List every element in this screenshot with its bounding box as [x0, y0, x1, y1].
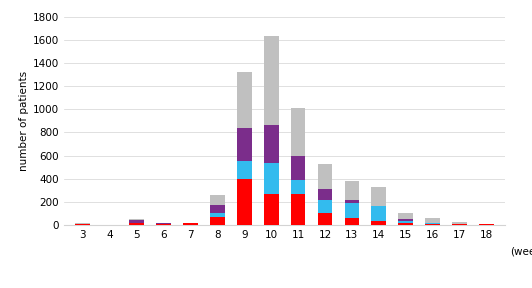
Bar: [398, 213, 413, 219]
Bar: [237, 179, 252, 225]
Bar: [210, 205, 225, 213]
Bar: [345, 181, 359, 200]
Bar: [452, 224, 467, 225]
Bar: [290, 194, 305, 225]
Bar: [129, 219, 144, 220]
Bar: [318, 213, 332, 225]
Bar: [345, 200, 359, 203]
Bar: [290, 108, 305, 156]
Bar: [345, 218, 359, 225]
Bar: [398, 219, 413, 221]
Bar: [264, 194, 279, 225]
Bar: [76, 223, 90, 224]
Bar: [237, 128, 252, 161]
Bar: [371, 206, 386, 221]
Text: (weeks): (weeks): [510, 247, 532, 257]
Y-axis label: number of patients: number of patients: [19, 71, 29, 171]
Bar: [479, 224, 494, 225]
Bar: [237, 161, 252, 179]
Bar: [398, 223, 413, 225]
Bar: [345, 203, 359, 218]
Bar: [264, 163, 279, 194]
Bar: [452, 222, 467, 224]
Bar: [398, 221, 413, 223]
Bar: [210, 213, 225, 217]
Bar: [371, 221, 386, 225]
Bar: [264, 125, 279, 163]
Bar: [183, 223, 198, 225]
Bar: [318, 189, 332, 200]
Bar: [425, 224, 440, 225]
Bar: [76, 224, 90, 225]
Bar: [129, 223, 144, 225]
Bar: [318, 200, 332, 213]
Bar: [371, 187, 386, 206]
Bar: [425, 218, 440, 223]
Bar: [156, 224, 171, 225]
Bar: [264, 36, 279, 125]
Bar: [129, 220, 144, 223]
Bar: [425, 223, 440, 224]
Bar: [237, 72, 252, 128]
Bar: [210, 195, 225, 205]
Bar: [290, 156, 305, 180]
Bar: [318, 164, 332, 189]
Bar: [156, 223, 171, 224]
Bar: [210, 217, 225, 225]
Bar: [290, 180, 305, 194]
